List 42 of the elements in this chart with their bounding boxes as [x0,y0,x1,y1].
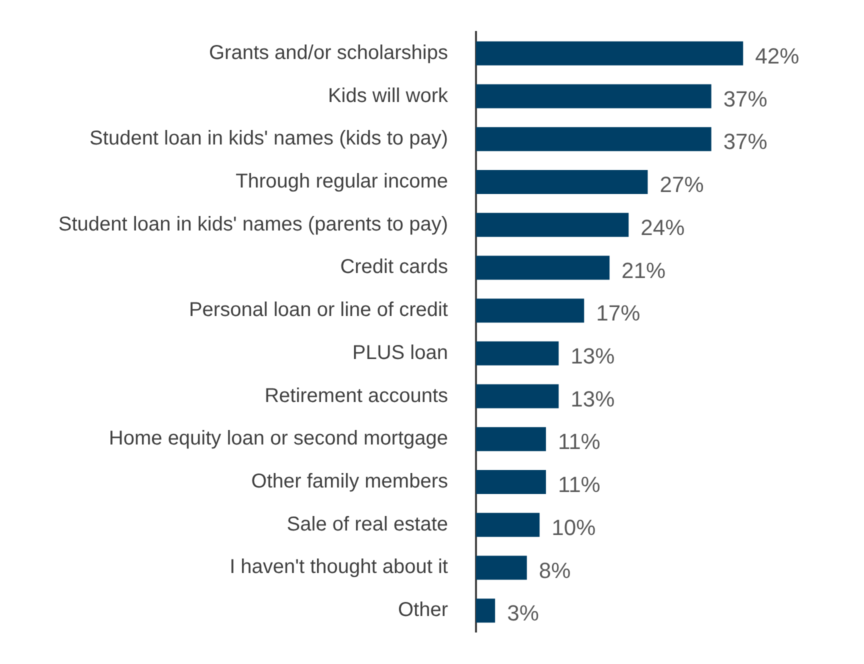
data-label: 11% [558,429,600,454]
bar [476,127,712,152]
data-label: 10% [552,514,596,540]
y-tick-label: Sale of real estate [286,513,448,536]
data-label: 37% [723,129,768,154]
bar [476,341,559,366]
bar [476,256,610,280]
data-label: 42% [755,43,800,68]
bar [476,384,559,408]
bar [476,84,712,108]
bar [476,512,540,537]
data-label: 37% [723,86,768,112]
y-tick-label: Student loan in kids' names (parents to pay) [58,213,448,236]
y-tick-label: Other family members [251,470,448,493]
y-tick-label: PLUS loan [352,342,448,364]
data-label: 13% [570,386,615,412]
data-label: 13% [570,343,615,368]
bar [476,170,648,194]
data-label: 21% [622,258,666,283]
bar [476,556,527,580]
bar [476,598,496,623]
data-label: 8% [538,558,571,583]
bar [476,298,584,323]
y-tick-label: Personal loan or line of credit [188,299,448,322]
data-label: 11% [558,472,600,498]
y-tick-label: Grants and/or scholarships [208,42,448,64]
y-tick-label: Student loan in kids' names (kids to pay) [90,128,448,150]
y-tick-label: Other [398,599,448,622]
data-label: 17% [596,300,640,326]
y-tick-label: Through regular income [236,170,448,193]
bar [476,470,546,494]
bar [476,212,629,237]
y-tick-label: Retirement accounts [264,384,448,407]
data-label: 24% [640,214,685,240]
data-label: 3% [507,600,539,626]
y-tick-label: Home equity loan or second mortgage [108,428,448,450]
bar [476,41,744,66]
y-tick-label: I haven't thought about it [230,556,448,578]
data-label: 27% [660,172,704,198]
y-tick-label: Credit cards [340,256,448,278]
bar [476,427,546,452]
y-tick-label: Kids will work [328,84,449,107]
